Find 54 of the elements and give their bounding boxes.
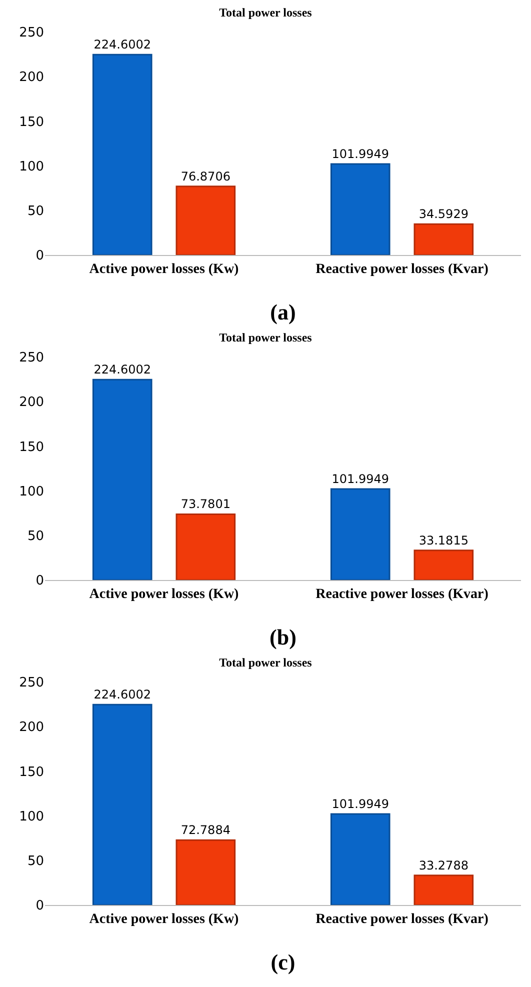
data-label: 76.8706 [180,169,230,184]
text: (b) [270,624,296,650]
bar [330,163,390,255]
y-tick-label: 250 [19,676,44,691]
bar [330,813,390,905]
y-tick-label: 250 [19,26,44,41]
x-tick-label: Reactive power losses (Kvar) [316,262,489,277]
bar [330,488,390,580]
bar [414,550,474,580]
y-tick-label: 150 [19,440,44,455]
y-tick-label: 50 [27,528,44,544]
y-tick-label: 200 [19,395,44,410]
data-label: 72.7884 [180,823,230,838]
x-tick-label: Reactive power losses (Kvar) [316,912,489,927]
bar [92,704,152,905]
data-label: 101.9949 [332,472,389,486]
x-tick-label: Active power losses (Kw) [89,586,240,602]
y-tick-label: 150 [19,764,44,780]
y-tick-label: 150 [19,114,44,130]
bar [414,223,474,255]
bar [176,186,236,255]
data-label: 73.7801 [180,497,230,512]
text: (c) [270,950,296,974]
y-tick-label: 0 [36,574,44,589]
data-label: 33.1815 [418,533,468,548]
text: (a) [270,300,296,324]
x-tick-label: Reactive power losses (Kvar) [316,586,489,602]
y-tick-label: 100 [19,809,44,824]
data-label: 224.6002 [94,688,151,702]
y-tick-label: 0 [36,248,44,264]
data-label: 224.6002 [94,362,151,377]
chart-title: Total power losses [219,656,312,670]
bar [176,839,236,905]
chart-title: Total power losses [219,330,312,345]
bar [92,378,152,580]
data-label: 101.9949 [332,147,389,162]
y-tick-label: 100 [19,159,44,174]
y-tick-label: 100 [19,484,44,500]
chart-title: Total power losses [219,6,312,20]
y-tick-label: 250 [19,350,44,366]
bar [414,874,474,905]
data-label: 101.9949 [332,797,389,812]
data-label: 33.2788 [418,858,468,872]
bar [176,513,236,580]
y-tick-label: 50 [27,854,44,869]
y-tick-label: 200 [19,720,44,736]
y-tick-label: 200 [19,70,44,86]
y-tick-label: 50 [27,204,44,219]
bar [92,54,152,255]
x-tick-label: Active power losses (Kw) [89,262,240,277]
x-tick-label: Active power losses (Kw) [89,912,240,927]
y-tick-label: 0 [36,898,44,914]
data-label: 34.5929 [418,207,468,222]
data-label: 224.6002 [94,38,151,52]
